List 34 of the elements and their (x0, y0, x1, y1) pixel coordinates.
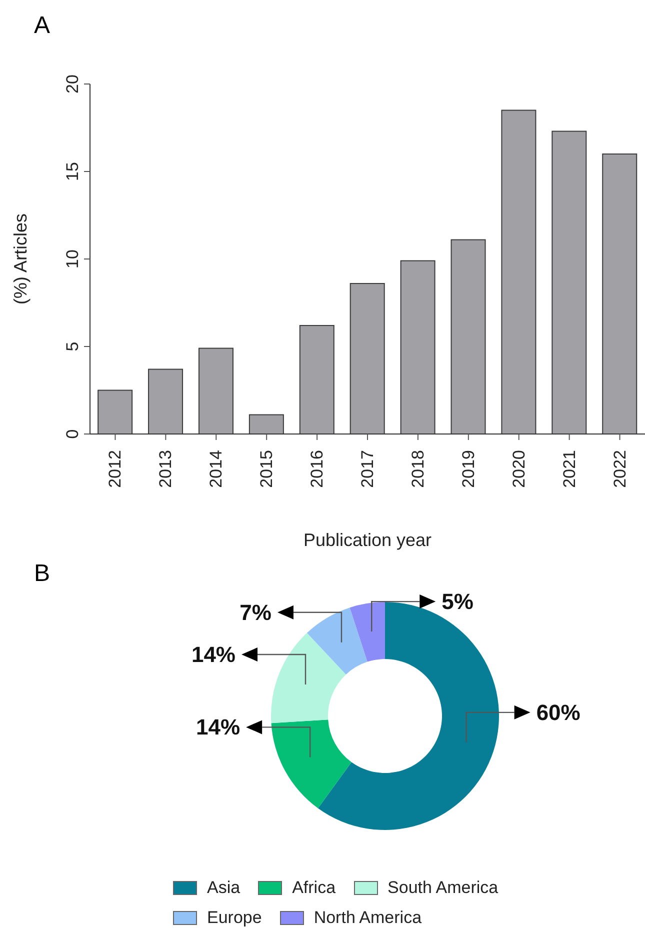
x-tick-label: 2018 (408, 450, 428, 488)
y-tick-label: 10 (63, 250, 82, 268)
x-tick-label: 2015 (257, 450, 276, 488)
data-label: 14% (191, 642, 236, 668)
donut-slice (271, 632, 346, 724)
x-tick-label: 2013 (156, 450, 176, 488)
y-tick-label: 5 (63, 342, 82, 352)
x-tick-label: 2016 (308, 450, 327, 488)
donut-slice (306, 608, 368, 674)
data-label: 60% (536, 700, 580, 725)
legend-label: Asia (207, 878, 240, 898)
x-tick-label: 2017 (358, 450, 377, 488)
x-tick-label: 2020 (509, 450, 528, 488)
legend-label: Africa (292, 878, 336, 898)
chart-title: B (34, 560, 50, 588)
donut-slice (350, 602, 385, 662)
x-tick-label: 2022 (610, 450, 630, 488)
y-axis-title: (%) Articles (10, 213, 30, 305)
chart-title: A (34, 12, 50, 40)
legend-label: South America (388, 878, 498, 898)
x-tick-label: 2012 (106, 450, 125, 488)
data-label: 5% (442, 589, 474, 614)
legend-label: Europe (207, 908, 262, 928)
y-tick-label: 15 (63, 162, 82, 181)
x-axis-title: Publication year (303, 530, 432, 550)
data-label: 14% (196, 714, 240, 740)
donut-slice (271, 720, 352, 808)
legend-label: North America (314, 908, 422, 928)
y-tick-label: 0 (63, 429, 82, 439)
x-tick-label: 2014 (206, 450, 226, 488)
x-tick-label: 2019 (458, 450, 478, 488)
x-tick-label: 2021 (560, 450, 579, 488)
y-tick-label: 20 (63, 74, 82, 94)
data-label: 7% (240, 600, 272, 625)
